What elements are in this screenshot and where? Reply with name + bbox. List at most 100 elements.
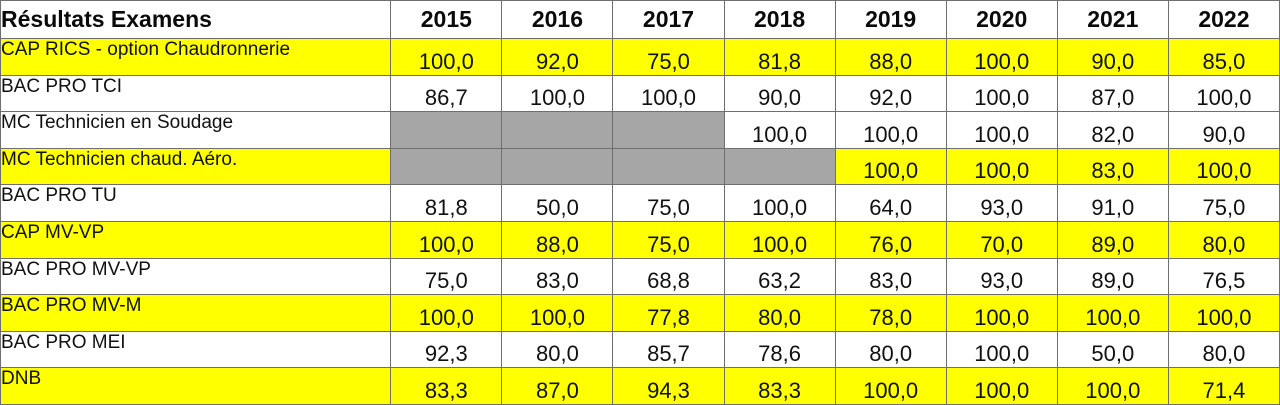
value-cell: 78,0 xyxy=(834,294,947,332)
value-cell: 100,0 xyxy=(834,147,947,186)
row-label: BAC PRO MV-VP xyxy=(0,257,392,296)
value-cell: 90,0 xyxy=(723,74,836,113)
unavailable-cell xyxy=(501,111,614,149)
value-cell: 88,0 xyxy=(501,220,614,259)
value-cell: 90,0 xyxy=(1167,111,1280,149)
value-cell: 83,0 xyxy=(1056,147,1169,186)
year-header: 2017 xyxy=(612,0,725,39)
year-header: 2016 xyxy=(501,0,614,39)
value-cell: 81,8 xyxy=(390,184,503,222)
value-cell: 100,0 xyxy=(1167,147,1280,186)
table-row: BAC PRO MV-VP 75,0 83,0 68,8 63,2 83,0 93,0 89,… xyxy=(0,257,1280,296)
value-cell: 85,0 xyxy=(1167,38,1280,76)
unavailable-cell xyxy=(612,111,725,149)
value-cell: 100,0 xyxy=(723,184,836,222)
value-cell: 75,0 xyxy=(612,38,725,76)
value-cell: 89,0 xyxy=(1056,220,1169,259)
value-cell: 100,0 xyxy=(501,74,614,113)
value-cell: 100,0 xyxy=(1167,294,1280,332)
value-cell: 100,0 xyxy=(945,294,1058,332)
table-row: BAC PRO TU 81,8 50,0 75,0 100,0 64,0 93,0 91,0 7… xyxy=(0,184,1280,222)
value-cell: 90,0 xyxy=(1056,38,1169,76)
value-cell: 75,0 xyxy=(612,220,725,259)
year-header: 2015 xyxy=(390,0,503,39)
value-cell: 80,0 xyxy=(501,330,614,369)
value-cell: 100,0 xyxy=(945,38,1058,76)
value-cell: 70,0 xyxy=(945,220,1058,259)
value-cell: 92,0 xyxy=(501,38,614,76)
value-cell: 80,0 xyxy=(1167,220,1280,259)
value-cell: 83,3 xyxy=(390,367,503,405)
value-cell: 94,3 xyxy=(612,367,725,405)
row-label: CAP MV-VP xyxy=(0,220,392,259)
value-cell: 100,0 xyxy=(945,367,1058,405)
value-cell: 50,0 xyxy=(501,184,614,222)
unavailable-cell xyxy=(723,147,836,186)
value-cell: 100,0 xyxy=(723,111,836,149)
value-cell: 93,0 xyxy=(945,184,1058,222)
table-row: BAC PRO MV-M 100,0 100,0 77,8 80,0 78,0 100,0 1… xyxy=(0,294,1280,332)
value-cell: 87,0 xyxy=(1056,74,1169,113)
table-title: Résultats Examens xyxy=(0,0,392,39)
value-cell: 83,0 xyxy=(501,257,614,296)
year-header: 2021 xyxy=(1056,0,1169,39)
value-cell: 77,8 xyxy=(612,294,725,332)
table-row: MC Technicien en Soudage 100,0 100,0 100,0 8… xyxy=(0,111,1280,149)
row-label: BAC PRO MV-M xyxy=(0,294,392,332)
value-cell: 80,0 xyxy=(834,330,947,369)
table-row: CAP RICS - option Chaudronnerie 100,0 92,0… xyxy=(0,38,1280,76)
value-cell: 100,0 xyxy=(612,74,725,113)
value-cell: 87,0 xyxy=(501,367,614,405)
value-cell: 81,8 xyxy=(723,38,836,76)
value-cell: 100,0 xyxy=(945,74,1058,113)
value-cell: 71,4 xyxy=(1167,367,1280,405)
unavailable-cell xyxy=(390,147,503,186)
row-label: MC Technicien en Soudage xyxy=(0,111,392,149)
table-row: DNB 83,3 87,0 94,3 83,3 100,0 100,0 100,0 71,4 xyxy=(0,367,1280,405)
value-cell: 50,0 xyxy=(1056,330,1169,369)
value-cell: 100,0 xyxy=(945,147,1058,186)
value-cell: 100,0 xyxy=(390,294,503,332)
unavailable-cell xyxy=(612,147,725,186)
value-cell: 76,0 xyxy=(834,220,947,259)
value-cell: 75,0 xyxy=(612,184,725,222)
year-header: 2020 xyxy=(945,0,1058,39)
table-row: MC Technicien chaud. Aéro. 100,0 100,0 83,0… xyxy=(0,147,1280,186)
value-cell: 100,0 xyxy=(723,220,836,259)
table-row: CAP MV-VP 100,0 88,0 75,0 100,0 76,0 70,0 89,0 8… xyxy=(0,220,1280,259)
value-cell: 100,0 xyxy=(1056,294,1169,332)
value-cell: 92,3 xyxy=(390,330,503,369)
value-cell: 100,0 xyxy=(945,111,1058,149)
value-cell: 100,0 xyxy=(390,220,503,259)
row-label: MC Technicien chaud. Aéro. xyxy=(0,147,392,186)
row-label: BAC PRO TCI xyxy=(0,74,392,113)
value-cell: 76,5 xyxy=(1167,257,1280,296)
value-cell: 68,8 xyxy=(612,257,725,296)
value-cell: 80,0 xyxy=(723,294,836,332)
unavailable-cell xyxy=(390,111,503,149)
value-cell: 75,0 xyxy=(390,257,503,296)
row-label: CAP RICS - option Chaudronnerie xyxy=(0,38,392,76)
row-label: BAC PRO TU xyxy=(0,184,392,222)
value-cell: 85,7 xyxy=(612,330,725,369)
table-row: BAC PRO MEI 92,3 80,0 85,7 78,6 80,0 100,0 50,0… xyxy=(0,330,1280,369)
value-cell: 88,0 xyxy=(834,38,947,76)
value-cell: 91,0 xyxy=(1056,184,1169,222)
value-cell: 100,0 xyxy=(1056,367,1169,405)
value-cell: 82,0 xyxy=(1056,111,1169,149)
value-cell: 100,0 xyxy=(834,367,947,405)
value-cell: 100,0 xyxy=(1167,74,1280,113)
year-header: 2019 xyxy=(834,0,947,39)
value-cell: 78,6 xyxy=(723,330,836,369)
value-cell: 100,0 xyxy=(945,330,1058,369)
value-cell: 89,0 xyxy=(1056,257,1169,296)
table-row: BAC PRO TCI 86,7 100,0 100,0 90,0 92,0 100,0 87… xyxy=(0,74,1280,113)
value-cell: 63,2 xyxy=(723,257,836,296)
unavailable-cell xyxy=(501,147,614,186)
row-label: BAC PRO MEI xyxy=(0,330,392,369)
value-cell: 83,0 xyxy=(834,257,947,296)
value-cell: 75,0 xyxy=(1167,184,1280,222)
row-label: DNB xyxy=(0,367,392,405)
year-header: 2018 xyxy=(723,0,836,39)
